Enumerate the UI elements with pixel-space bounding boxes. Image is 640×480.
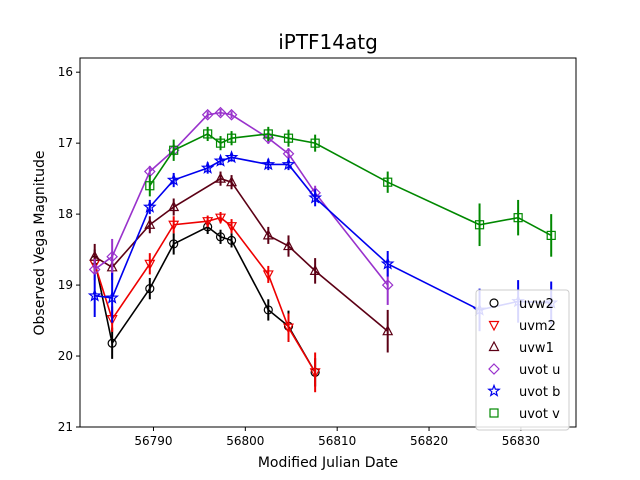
data-point xyxy=(213,153,228,167)
series-line-uvot-v xyxy=(149,133,552,237)
data-point xyxy=(261,157,276,171)
legend-label: uvw1 xyxy=(519,341,554,356)
legend-marker xyxy=(488,320,500,332)
y-tick-label: 19 xyxy=(58,278,73,292)
data-point xyxy=(225,108,238,121)
data-point xyxy=(106,250,118,263)
data-point xyxy=(224,150,239,164)
data-point xyxy=(200,160,215,174)
data-point xyxy=(215,172,227,183)
data-point xyxy=(381,279,394,291)
legend-label: uvot u xyxy=(519,363,560,378)
data-point xyxy=(169,239,179,249)
data-point xyxy=(169,145,179,155)
data-point xyxy=(214,106,227,119)
legend-label: uvm2 xyxy=(519,319,556,334)
data-point xyxy=(262,270,274,281)
x-tick-label: 56800 xyxy=(226,434,264,448)
legend-label: uvot v xyxy=(519,407,560,422)
legend-marker xyxy=(488,363,500,375)
data-point xyxy=(309,264,321,275)
series-line-uvm2 xyxy=(93,216,316,373)
legend-label: uvot b xyxy=(519,385,560,400)
legend-item: uvm2 xyxy=(488,319,556,334)
x-tick-label: 56810 xyxy=(318,434,356,448)
chart-title: iPTF14atg xyxy=(278,30,378,54)
data-point xyxy=(382,324,394,336)
data-point xyxy=(105,290,120,304)
data-point xyxy=(215,138,226,148)
data-point xyxy=(168,200,180,212)
plot-frame xyxy=(79,57,577,428)
data-point xyxy=(203,129,213,139)
data-point xyxy=(166,172,181,186)
x-tick-label: 56830 xyxy=(502,434,540,448)
series-line-uvot-b xyxy=(94,156,552,311)
data-point xyxy=(87,288,102,302)
data-point xyxy=(226,133,237,143)
data-point xyxy=(145,181,155,191)
data-point xyxy=(145,284,155,294)
data-point xyxy=(142,199,157,213)
legend-box xyxy=(475,289,570,431)
data-point xyxy=(226,222,238,233)
data-point xyxy=(308,190,323,204)
legend-marker xyxy=(489,298,499,308)
data-point xyxy=(546,230,556,241)
data-point xyxy=(310,138,320,148)
series-line-uvw2 xyxy=(93,225,316,373)
y-tick-label: 16 xyxy=(58,65,73,79)
data-point xyxy=(262,229,274,240)
y-tick-label: 17 xyxy=(58,136,73,150)
data-point xyxy=(309,368,321,379)
legend-item: uvw1 xyxy=(488,340,554,356)
data-point xyxy=(474,220,485,230)
data-point xyxy=(168,220,180,232)
data-point xyxy=(283,133,294,143)
data-point xyxy=(107,338,117,348)
legend-marker xyxy=(487,383,501,397)
data-point xyxy=(215,213,227,224)
legend: uvw2 uvm2 uvw1 uvot u uvot b uvot v xyxy=(475,289,570,431)
data-point xyxy=(283,239,295,251)
data-point xyxy=(226,235,237,245)
y-tick-label: 18 xyxy=(58,207,73,221)
data-point xyxy=(383,177,393,187)
legend-item: uvw2 xyxy=(489,297,554,312)
data-point xyxy=(263,129,273,139)
legend-item: uvot v xyxy=(489,407,560,422)
data-point xyxy=(263,305,273,315)
legend-item: uvot u xyxy=(488,363,560,378)
y-tick-label: 20 xyxy=(58,349,73,363)
data-point xyxy=(283,323,295,334)
series-uvot-v xyxy=(145,126,556,257)
data-point xyxy=(215,232,226,242)
legend-marker xyxy=(489,408,499,418)
data-point xyxy=(513,213,523,223)
data-point xyxy=(144,218,156,229)
y-axis-label: Observed Vega Magnitude xyxy=(32,151,48,336)
y-tick-label: 21 xyxy=(58,420,73,434)
series-line-uvw1 xyxy=(94,177,389,332)
data-point xyxy=(144,259,156,271)
data-point xyxy=(201,108,214,121)
data-point xyxy=(281,157,296,171)
data-point xyxy=(262,132,275,145)
series-uvw1 xyxy=(89,171,394,353)
x-tick-label: 56820 xyxy=(410,434,448,448)
legend-marker xyxy=(488,340,500,352)
x-axis-label: Modified Julian Date xyxy=(258,455,398,471)
data-point xyxy=(380,256,395,270)
axes: 56790 56800 56810 56820 56830 16 17 18 19 20 21 xyxy=(58,57,577,448)
legend-label: uvw2 xyxy=(519,297,554,312)
legend-item: uvot b xyxy=(487,383,560,400)
x-tick-label: 56790 xyxy=(134,434,172,448)
data-point xyxy=(202,217,214,228)
data-point xyxy=(226,175,238,187)
